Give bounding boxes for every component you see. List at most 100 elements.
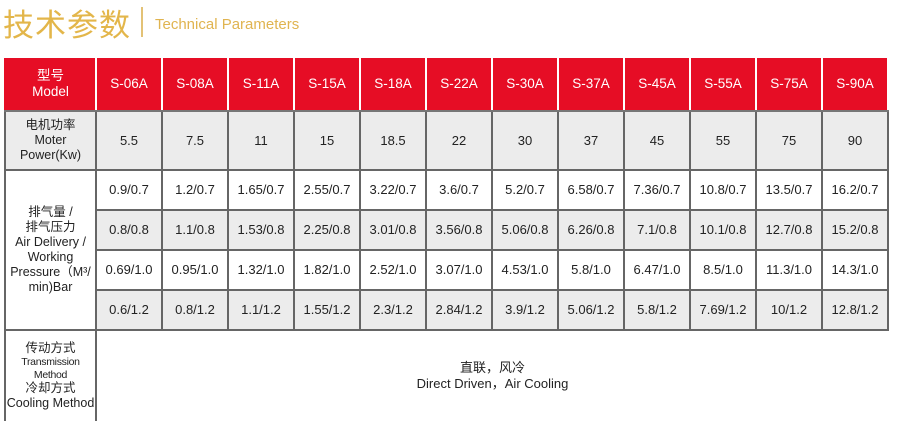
- method-value: 直联，风冷 Direct Driven，Air Cooling: [95, 329, 888, 421]
- air-row: 0.6/1.2 0.8/1.2 1.1/1.2 1.55/1.2 2.3/1.2 2.84…: [5, 289, 889, 331]
- power-cell: 90: [821, 110, 889, 171]
- air-cell: 2.25/0.8: [293, 209, 361, 251]
- air-cell: 5.2/0.7: [491, 169, 559, 211]
- section-heading: 技术参数 Technical Parameters: [3, 2, 300, 44]
- air-cell: 16.2/0.7: [821, 169, 889, 211]
- air-cell: 12.7/0.8: [755, 209, 823, 251]
- heading-divider: [141, 7, 143, 37]
- air-row: 0.8/0.8 1.1/0.8 1.53/0.8 2.25/0.8 3.01/0.8 3.…: [5, 209, 889, 251]
- power-cell: 18.5: [359, 110, 427, 171]
- air-cell: 0.8/1.2: [161, 289, 229, 331]
- power-cell: 15: [293, 110, 361, 171]
- air-cell: 1.32/1.0: [227, 249, 295, 291]
- spec-table: 型号 Model S-06A S-08A S-11A S-15A S-18A S-22A S…: [4, 56, 889, 421]
- header-row: 型号 Model S-06A S-08A S-11A S-15A S-18A S-22A S…: [4, 56, 889, 112]
- air-cell: 1.65/0.7: [227, 169, 295, 211]
- air-cell: 14.3/1.0: [821, 249, 889, 291]
- power-cell: 30: [491, 110, 559, 171]
- air-cell: 10.8/0.7: [689, 169, 757, 211]
- air-cell: 0.95/1.0: [161, 249, 229, 291]
- air-label-en3: Pressure（M³/: [10, 265, 91, 279]
- power-cell: 75: [755, 110, 823, 171]
- air-cell: 0.69/1.0: [95, 249, 163, 291]
- model-label-cn: 型号: [37, 67, 64, 83]
- air-cell: 1.82/1.0: [293, 249, 361, 291]
- air-cell: 3.56/0.8: [425, 209, 493, 251]
- air-cell: 10/1.2: [755, 289, 823, 331]
- heading-cn: 技术参数: [3, 7, 131, 44]
- power-label: 电机功率 Moter Power(Kw): [4, 110, 97, 171]
- method-value-en: Direct Driven，Air Cooling: [416, 376, 569, 391]
- power-row: 电机功率 Moter Power(Kw) 5.5 7.5 11 15 18.5 22 30 3…: [4, 110, 889, 171]
- air-cell: 6.26/0.8: [557, 209, 625, 251]
- air-label-en4: min)Bar: [28, 280, 73, 294]
- power-cell: 55: [689, 110, 757, 171]
- air-cell: 5.8/1.0: [557, 249, 625, 291]
- air-cell: 3.9/1.2: [491, 289, 559, 331]
- air-cell: 5.06/0.8: [491, 209, 559, 251]
- model-cell: S-06A: [95, 56, 163, 112]
- power-cell: 7.5: [161, 110, 229, 171]
- air-cell: 12.8/1.2: [821, 289, 889, 331]
- method-label-en1: Transmission Method: [21, 355, 80, 381]
- air-cell: 5.06/1.2: [557, 289, 625, 331]
- method-label-cn1: 传动方式: [25, 340, 76, 355]
- air-cell: 11.3/1.0: [755, 249, 823, 291]
- method-label: 传动方式 Transmission Method 冷却方式 Cooling Me…: [4, 329, 97, 421]
- air-cell: 2.52/1.0: [359, 249, 427, 291]
- air-cell: 3.22/0.7: [359, 169, 427, 211]
- air-cell: 3.6/0.7: [425, 169, 493, 211]
- model-cell: S-15A: [293, 56, 361, 112]
- power-cell: 45: [623, 110, 691, 171]
- method-label-cn2: 冷却方式: [25, 381, 76, 396]
- model-cell: S-90A: [821, 56, 889, 112]
- power-label-en2: Power(Kw): [19, 148, 82, 162]
- model-cell: S-37A: [557, 56, 625, 112]
- air-cell: 7.36/0.7: [623, 169, 691, 211]
- air-cell: 7.69/1.2: [689, 289, 757, 331]
- air-label-cn2: 排气压力: [25, 220, 76, 234]
- air-label-en2: Working: [27, 250, 74, 264]
- air-cell: 5.8/1.2: [623, 289, 691, 331]
- air-cell: 0.6/1.2: [95, 289, 163, 331]
- model-label-en: Model: [32, 84, 69, 99]
- power-cell: 22: [425, 110, 493, 171]
- heading-en: Technical Parameters: [155, 16, 300, 33]
- air-cell: 1.1/0.8: [161, 209, 229, 251]
- method-value-cn: 直联，风冷: [459, 360, 525, 376]
- model-cell: S-45A: [623, 56, 691, 112]
- model-cell: S-75A: [755, 56, 823, 112]
- air-cell: 0.8/0.8: [95, 209, 163, 251]
- power-label-cn: 电机功率: [25, 118, 76, 132]
- air-cell: 2.55/0.7: [293, 169, 361, 211]
- air-cell: 6.47/1.0: [623, 249, 691, 291]
- model-cell: S-08A: [161, 56, 229, 112]
- air-cell: 1.55/1.2: [293, 289, 361, 331]
- power-cell: 37: [557, 110, 625, 171]
- model-cell: S-18A: [359, 56, 427, 112]
- air-label-cn1: 排气量 /: [28, 205, 73, 219]
- air-row: 0.69/1.0 0.95/1.0 1.32/1.0 1.82/1.0 2.52/1.0…: [5, 249, 889, 291]
- model-cell: S-11A: [227, 56, 295, 112]
- power-cell: 5.5: [95, 110, 163, 171]
- air-cell: 10.1/0.8: [689, 209, 757, 251]
- model-label: 型号 Model: [4, 56, 97, 112]
- air-cell: 2.84/1.2: [425, 289, 493, 331]
- power-label-en1: Moter: [34, 133, 67, 147]
- model-cell: S-22A: [425, 56, 493, 112]
- air-cell: 1.1/1.2: [227, 289, 295, 331]
- air-cell: 13.5/0.7: [755, 169, 823, 211]
- air-cell: 0.9/0.7: [95, 169, 163, 211]
- model-cell: S-30A: [491, 56, 559, 112]
- power-cell: 11: [227, 110, 295, 171]
- air-cell: 7.1/0.8: [623, 209, 691, 251]
- air-cell: 8.5/1.0: [689, 249, 757, 291]
- air-cell: 3.07/1.0: [425, 249, 493, 291]
- air-cell: 6.58/0.7: [557, 169, 625, 211]
- air-label: 排气量 / 排气压力 Air Delivery / Working Pressu…: [4, 169, 97, 331]
- air-cell: 1.2/0.7: [161, 169, 229, 211]
- air-row: 排气量 / 排气压力 Air Delivery / Working Pressu…: [4, 169, 889, 331]
- air-cell: 15.2/0.8: [821, 209, 889, 251]
- air-cell: 4.53/1.0: [491, 249, 559, 291]
- air-label-en1: Air Delivery /: [15, 235, 86, 249]
